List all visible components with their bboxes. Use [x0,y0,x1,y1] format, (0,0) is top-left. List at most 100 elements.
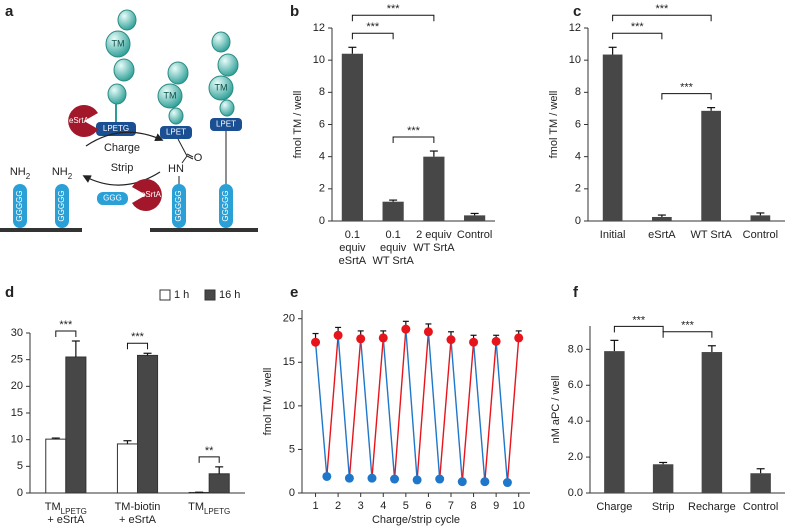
panel-label: c [573,3,581,20]
y-axis-label: fmol TM / well [262,368,274,436]
significance-label: *** [632,314,646,326]
y-tick-label: 0 [289,487,295,499]
x-tick-label: 6 [425,500,431,512]
x-tick-label: TMLPETG [188,501,230,516]
bond [186,153,194,158]
x-tick-label: Recharge [688,501,736,513]
tm-domain [219,99,235,117]
bond [181,155,188,164]
point [423,327,433,337]
point [502,478,512,488]
point [469,337,479,347]
amine-label: NH2 [10,166,31,181]
x-tick-label: 5 [403,500,409,512]
x-tick-label: 0.1 [345,229,360,241]
x-tick-label-text: TM [45,501,61,513]
significance-bracket [392,136,435,144]
point [491,336,501,346]
point [446,335,456,345]
amine-text: NH [52,166,68,178]
ggg-pill [97,192,128,205]
bond [186,155,194,160]
x-tick-label: + eSrtA [119,514,157,526]
bar [137,354,159,494]
y-tick-label: 15 [283,356,295,368]
gly-pill [13,184,27,228]
point [322,471,332,481]
point [390,474,400,484]
gly-label: GGGGG [221,190,230,221]
significance-label: *** [631,21,645,33]
y-tick-label: 5 [17,460,23,472]
bar [701,352,723,493]
y-tick-label: 20 [11,380,23,392]
charge-label: Charge [104,142,140,154]
line-segment [472,342,486,482]
panel-label: e [290,284,298,301]
tm-label: TM [215,82,228,92]
tm-domain [107,83,127,105]
tm-label: TM [112,38,125,48]
tm-domain [117,9,137,31]
panel-label: f [573,284,579,301]
line-segment [371,337,384,479]
x-tick-label: Charge [596,501,632,513]
x-tick-label: WT SrtA [413,242,455,254]
y-tick-label: 8.0 [568,343,583,355]
point [457,477,467,487]
gly-pill [55,184,69,228]
tm-domain [105,30,131,58]
bar [652,464,674,493]
amine-text: NH [10,166,26,178]
y-tick-label: 8 [575,86,581,98]
tag-box [210,118,242,131]
tag-label: LPET [166,128,186,137]
enzyme [132,178,162,212]
line-segment [439,339,452,480]
gly-label: GGGGG [15,190,24,221]
significance-bracket [662,331,713,338]
significance-bracket [351,14,435,22]
x-tick-label: equiv [380,242,407,254]
legend-label: 16 h [219,289,240,301]
line-segment [495,341,509,483]
y-tick-label: 4 [319,151,325,163]
x-tick-label: 0.1 [385,229,400,241]
tm-domain [208,75,234,101]
bar [45,438,67,494]
x-tick-label: 7 [448,500,454,512]
tm-label: TM [164,90,177,100]
y-tick-label: 25 [11,354,23,366]
x-tick-label: 3 [358,500,364,512]
x-tick-label: TMLPETG [45,501,87,516]
y-tick-label: 10 [283,400,295,412]
line-segment [314,342,328,477]
gly-label: GGGGG [174,190,183,221]
x-tick-label: Control [457,229,492,241]
y-tick-label: 6 [575,118,581,130]
y-tick-label: 5 [289,443,295,455]
line-segment [427,331,441,480]
point [401,324,411,334]
significance-label: *** [680,82,694,94]
amine-sub: 2 [26,172,31,181]
significance-bracket [198,456,220,463]
bar [604,351,625,493]
x-tick-label: WT SrtA [372,255,414,267]
x-tick-label: Control [743,501,778,513]
tag-box [160,126,192,139]
diagram: a TM LPETG eSrtA Charge Strip GGG eSrtA … [0,3,258,232]
line-segment [484,341,497,482]
line-segment [506,337,520,483]
enzyme [68,104,98,138]
bar [116,443,138,494]
line-segment [326,335,339,477]
point [435,474,445,484]
y-tick-label: 15 [11,407,23,419]
significance-label: *** [655,3,669,15]
x-tick-label: 10 [513,500,525,512]
line-segment [348,338,362,479]
point [514,333,524,343]
y-tick-label: 10 [11,434,23,446]
